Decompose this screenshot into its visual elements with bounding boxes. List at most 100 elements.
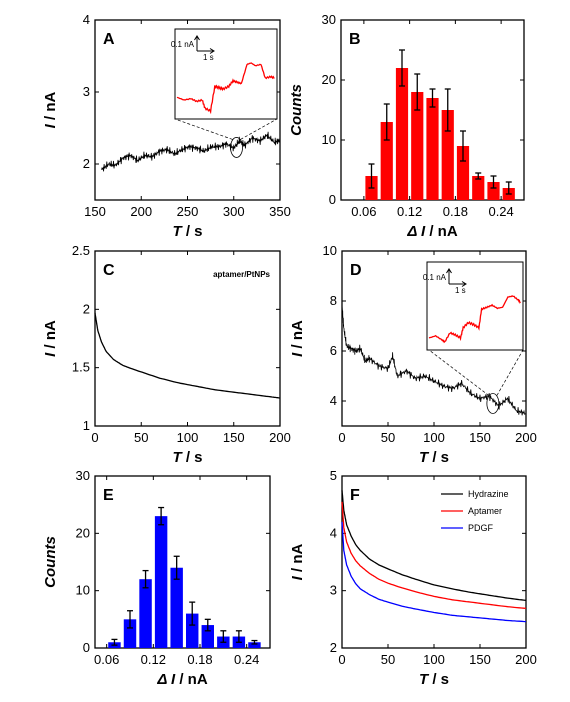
panel-C: 0 50 100 150 200 1 1.5 2 2.5 T / s I / nA C aptamer/…	[42, 243, 291, 466]
x-tick-label: 150	[84, 204, 106, 219]
y-tick-label: 6	[330, 343, 337, 358]
y-tick-label: 2	[330, 640, 337, 655]
series-line-0	[341, 305, 527, 416]
series-line-0	[94, 312, 281, 399]
x-tick-label: 0.06	[94, 652, 119, 667]
x-tick-label: 200	[515, 430, 537, 445]
panel-letter: E	[103, 487, 114, 504]
scale-arrow-icon	[446, 268, 452, 274]
x-tick-label: 50	[381, 430, 395, 445]
zoom-marker	[230, 137, 243, 158]
x-axis-label: Δ I / nA	[406, 223, 458, 240]
x-tick-label: 300	[223, 204, 245, 219]
bar	[186, 613, 199, 648]
x-tick-label: 100	[423, 652, 445, 667]
y-axis-label: I / nA	[42, 320, 59, 357]
y-axis-label: I / nA	[289, 543, 306, 580]
x-tick-label: 150	[469, 430, 491, 445]
y-axis-label: I / nA	[289, 320, 306, 357]
y-tick-label: 10	[323, 243, 337, 258]
inset-scale-x-label: 1 s	[203, 53, 214, 62]
scale-arrow-icon	[194, 35, 200, 41]
zoom-marker	[486, 393, 500, 414]
y-tick-label: 0	[83, 640, 90, 655]
y-tick-label: 4	[83, 12, 90, 27]
x-tick-label: 0.24	[234, 652, 259, 667]
x-tick-label: 50	[381, 652, 395, 667]
inset-trace	[428, 295, 521, 344]
x-axis-label: Δ I / nA	[156, 671, 208, 688]
x-tick-label: 0.18	[443, 204, 468, 219]
panel-letter: D	[350, 262, 362, 279]
y-tick-label: 10	[76, 583, 90, 598]
x-tick-label: 150	[223, 430, 245, 445]
bar	[248, 642, 261, 648]
x-tick-label: 0	[91, 430, 98, 445]
scale-arrow-icon	[461, 281, 467, 287]
panel-letter: F	[350, 487, 360, 504]
y-axis-label: Counts	[42, 536, 59, 588]
bar	[441, 110, 454, 200]
series-line-aptamer	[341, 501, 527, 610]
x-axis-label: T / s	[419, 449, 449, 466]
inset-trace	[176, 62, 275, 115]
y-tick-label: 5	[330, 468, 337, 483]
y-tick-label: 20	[322, 72, 336, 87]
scale-arrow-icon	[209, 48, 215, 54]
y-tick-label: 1.5	[72, 360, 90, 375]
y-tick-label: 30	[322, 12, 336, 27]
legend-label: Hydrazine	[468, 489, 509, 499]
x-tick-label: 0.12	[397, 204, 422, 219]
inset-frame	[174, 28, 278, 120]
y-tick-label: 4	[330, 525, 337, 540]
bar	[170, 567, 183, 648]
bar	[456, 146, 470, 200]
y-tick-label: 4	[330, 393, 337, 408]
bar	[395, 68, 409, 200]
x-axis-label: T / s	[172, 223, 202, 240]
panel-D: 0 50 100 150 200 4 6 8 10 T / s I / nA D 0.1 nA 1 s	[289, 243, 537, 466]
y-tick-label: 10	[322, 132, 336, 147]
x-tick-label: 200	[269, 430, 291, 445]
y-axis-label: Counts	[288, 84, 305, 136]
y-tick-label: 0	[329, 192, 336, 207]
inset-scale-x-label: 1 s	[455, 286, 466, 295]
panel-E: 0.06 0.12 0.18 0.24 0 10 20 30 Δ I / nA Counts E	[42, 468, 271, 688]
x-tick-label: 200	[515, 652, 537, 667]
y-tick-label: 1	[83, 418, 90, 433]
legend-label: Aptamer	[468, 506, 502, 516]
y-tick-label: 2	[83, 156, 90, 171]
x-tick-label: 250	[177, 204, 199, 219]
x-tick-label: 350	[269, 204, 291, 219]
x-tick-label: 0.06	[351, 204, 376, 219]
panel-letter: B	[349, 31, 361, 48]
x-axis-label: T / s	[172, 449, 202, 466]
panel-A: 150 200 250 300 350 2 3 4 T / s I / nA A 0.1 nA 1 s	[42, 12, 291, 240]
zoom-connector	[174, 118, 233, 140]
x-tick-label: 0.18	[187, 652, 212, 667]
series-line-pdgf	[341, 521, 527, 623]
x-tick-label: 100	[423, 430, 445, 445]
series-line-hydrazine	[341, 490, 527, 602]
bar	[154, 516, 168, 648]
panel-F: 0 50 100 150 200 2 3 4 5 T / s I / nA F Hydrazine Apt…	[289, 468, 537, 688]
y-tick-label: 2.5	[72, 243, 90, 258]
legend-label: PDGF	[468, 523, 494, 533]
bar	[426, 98, 439, 200]
bar	[201, 625, 214, 648]
bar	[139, 579, 152, 648]
plot-frame	[341, 475, 527, 649]
panel-letter: A	[103, 31, 115, 48]
y-tick-label: 3	[83, 84, 90, 99]
inset-scale-y-label: 0.1 nA	[423, 273, 447, 282]
zoom-connector	[240, 118, 278, 140]
x-tick-label: 50	[134, 430, 148, 445]
panel-B: 0.06 0.12 0.18 0.24 0 10 20 30 Δ I / nA Counts B	[288, 12, 525, 240]
annotation-label: aptamer/PtNPs	[213, 270, 270, 279]
x-tick-label: 0	[338, 652, 345, 667]
zoom-connector	[428, 349, 490, 396]
zoom-connector	[496, 349, 524, 396]
y-axis-label: I / nA	[42, 91, 59, 128]
panel-letter: C	[103, 262, 115, 279]
